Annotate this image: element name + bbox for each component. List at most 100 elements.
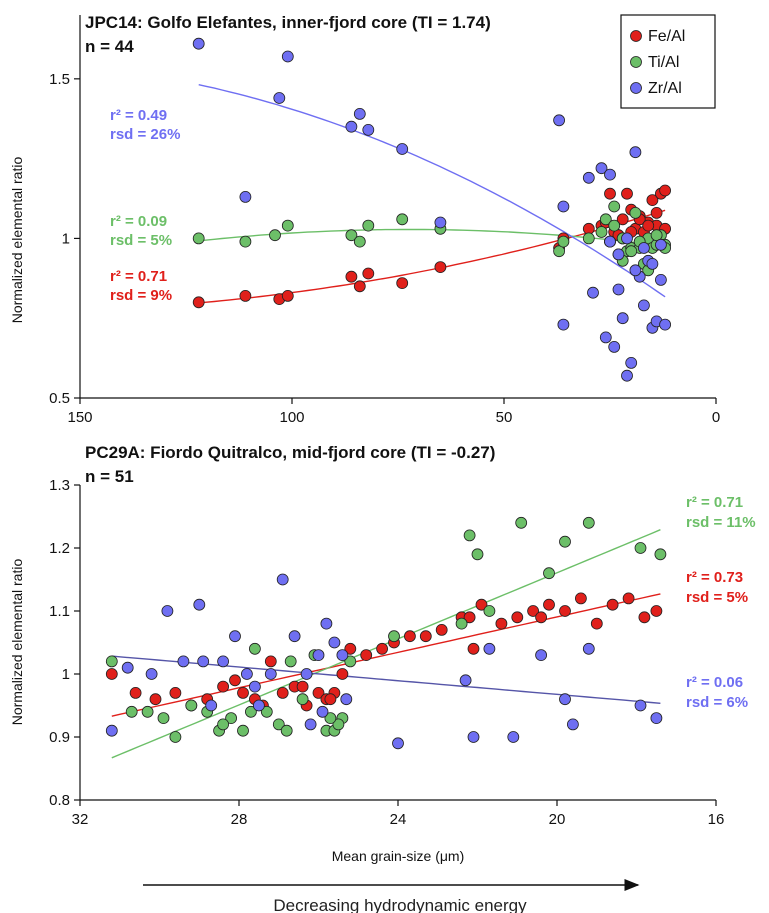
point-zr	[340, 693, 353, 706]
panel-jpc14: JPC14: Golfo Elefantes, inner-fjord core…	[9, 13, 720, 426]
x-tick-label: 50	[496, 409, 513, 426]
point-zr	[197, 655, 210, 668]
fit-line-zr	[198, 84, 666, 298]
point-ti	[248, 642, 261, 655]
legend: Fe/Al Ti/Al Zr/Al	[620, 14, 716, 109]
point-zr	[240, 668, 253, 680]
point-fe	[650, 206, 663, 219]
point-fe	[345, 270, 358, 283]
y-tick-label: 1	[62, 230, 70, 247]
point-fe	[396, 277, 409, 290]
stat-r2: r² = 0.49	[110, 107, 167, 124]
point-zr	[559, 693, 571, 706]
data-points	[192, 37, 671, 382]
fit-line-zr	[111, 655, 661, 704]
fit-lines	[198, 84, 666, 304]
point-zr	[467, 731, 480, 743]
point-zr	[161, 605, 174, 617]
point-zr	[604, 235, 616, 248]
point-ti	[559, 535, 571, 548]
energy-arrow: Decreasing hydrodynamic energy	[143, 879, 640, 913]
point-zr	[621, 232, 633, 245]
point-zr	[646, 257, 659, 270]
point-fe	[376, 642, 389, 655]
point-zr	[434, 216, 447, 229]
point-zr	[105, 724, 118, 737]
point-ti	[388, 630, 400, 643]
stat-rsd: rsd = 5%	[686, 589, 748, 606]
point-zr	[281, 50, 294, 63]
point-zr	[655, 238, 667, 251]
point-zr	[608, 340, 621, 353]
point-ti	[225, 712, 238, 724]
legend-marker-ti	[630, 56, 642, 68]
point-zr	[638, 242, 650, 254]
point-ti	[239, 235, 252, 248]
point-ti	[483, 605, 496, 617]
point-zr	[629, 146, 642, 159]
y-ticks: 0.5 1 1.5	[49, 71, 80, 407]
point-fe	[229, 674, 241, 687]
point-ti	[217, 718, 230, 731]
point-ti	[185, 699, 198, 712]
point-ti	[296, 693, 309, 706]
point-zr	[535, 649, 547, 661]
point-fe	[169, 687, 182, 699]
point-fe	[129, 687, 142, 699]
point-ti	[157, 712, 170, 724]
x-tick-label: 28	[231, 811, 248, 828]
point-zr	[634, 699, 647, 712]
point-fe	[606, 598, 619, 611]
point-zr	[345, 120, 358, 133]
x-tick-label: 0	[712, 409, 720, 426]
point-ti	[284, 655, 297, 668]
y-tick-label: 1.1	[49, 603, 70, 620]
point-ti	[650, 229, 663, 242]
stat-fe: r² = 0.73 rsd = 5%	[686, 569, 748, 606]
stat-r2: r² = 0.71	[686, 494, 743, 511]
y-ticks: 0.8 0.9 1 1.1 1.2 1.3	[49, 477, 80, 809]
point-fe	[638, 611, 651, 624]
point-fe	[463, 611, 476, 624]
arrow-label: Decreasing hydrodynamic energy	[273, 896, 527, 913]
stat-rsd: rsd = 11%	[686, 514, 756, 531]
point-ti	[634, 542, 647, 554]
point-ti	[608, 219, 621, 232]
stat-r2: r² = 0.73	[686, 569, 743, 586]
stat-rsd: rsd = 26%	[110, 126, 180, 143]
point-ti	[344, 655, 357, 668]
fit-line-fe	[111, 593, 661, 717]
point-ti	[272, 718, 285, 731]
point-zr	[177, 655, 190, 668]
point-fe	[239, 289, 252, 302]
point-zr	[229, 630, 241, 643]
point-ti	[324, 712, 337, 724]
point-ti	[599, 213, 612, 226]
point-zr	[567, 718, 579, 731]
y-axis-label: Normalized elemental ratio	[9, 157, 25, 324]
point-ti	[244, 705, 257, 718]
point-zr	[638, 299, 650, 312]
point-zr	[557, 318, 570, 331]
panel-pc29a: PC29A: Fiordo Quitralco, mid-fjord core …	[9, 443, 756, 864]
point-ti	[595, 226, 608, 238]
point-fe	[621, 187, 633, 200]
point-zr	[353, 108, 366, 120]
legend-marker-fe	[630, 30, 642, 42]
point-fe	[419, 630, 432, 643]
x-ticks: 150 100 50 0	[67, 398, 720, 426]
y-tick-label: 1.3	[49, 477, 70, 494]
y-tick-label: 0.5	[49, 390, 70, 407]
point-zr	[595, 162, 608, 175]
point-fe	[616, 213, 629, 226]
point-ti	[281, 219, 294, 232]
point-fe	[276, 687, 289, 699]
point-zr	[655, 273, 667, 286]
point-zr	[273, 92, 286, 104]
point-fe	[604, 187, 616, 200]
point-ti	[141, 705, 154, 718]
stat-r2: r² = 0.06	[686, 674, 743, 691]
point-fe	[264, 655, 277, 668]
point-zr	[252, 699, 265, 712]
